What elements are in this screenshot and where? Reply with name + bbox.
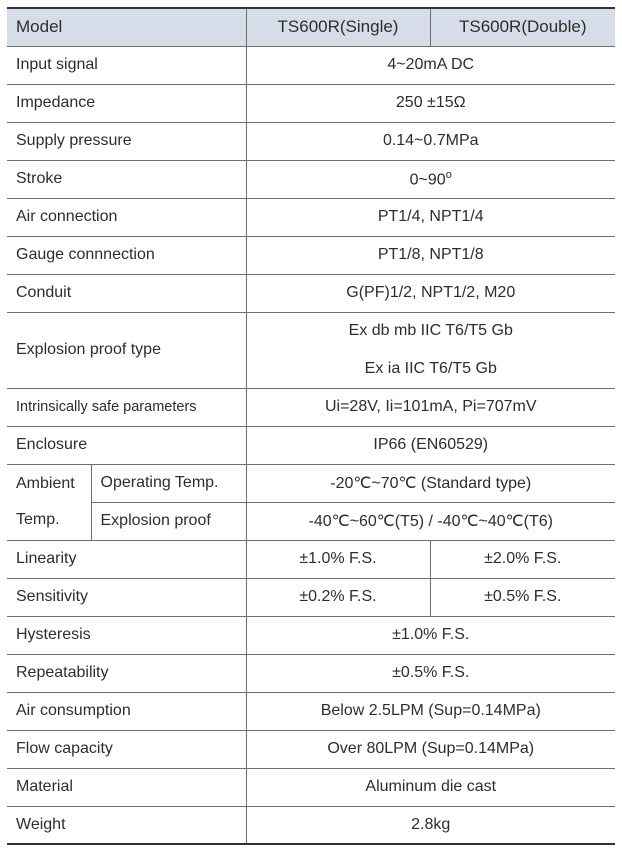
header-double: TS600R(Double) <box>430 7 615 47</box>
row-enclosure: Enclosure IP66 (EN60529) <box>7 425 615 465</box>
label-enclosure: Enclosure <box>7 425 247 465</box>
row-hysteresis: Hysteresis ±1.0% F.S. <box>7 615 615 655</box>
value-flow-capacity: Over 80LPM (Sup=0.14MPa) <box>246 729 615 769</box>
row-sensitivity: Sensitivity ±0.2% F.S. ±0.5% F.S. <box>7 577 615 617</box>
row-material: Material Aluminum die cast <box>7 767 615 807</box>
value-linearity-double: ±2.0% F.S. <box>430 539 615 579</box>
label-ambient-line2: Temp. <box>16 511 60 528</box>
label-conduit: Conduit <box>7 273 247 313</box>
stroke-value-text: 0~90 <box>409 171 446 189</box>
row-ambient-explosion: Explosion proof -40℃~60℃(T5) / -40℃~40℃(… <box>7 501 615 541</box>
label-linearity: Linearity <box>7 539 247 579</box>
row-air-connection: Air connection PT1/4, NPT1/4 <box>7 197 615 237</box>
label-supply-pressure: Supply pressure <box>7 121 247 161</box>
value-sensitivity-single: ±0.2% F.S. <box>246 577 431 617</box>
spec-table: Model TS600R(Single) TS600R(Double) Inpu… <box>7 7 615 845</box>
label-intrinsic: Intrinsically safe parameters <box>7 387 247 427</box>
row-impedance: Impedance 250 ±15Ω <box>7 83 615 123</box>
value-stroke: 0~90o <box>246 159 615 199</box>
value-enclosure: IP66 (EN60529) <box>246 425 615 465</box>
label-explosion-temp: Explosion proof <box>91 501 247 541</box>
label-ambient-line1: Ambient <box>16 475 75 492</box>
row-input-signal: Input signal 4~20mA DC <box>7 45 615 85</box>
label-input-signal: Input signal <box>7 45 247 85</box>
value-input-signal: 4~20mA DC <box>246 45 615 85</box>
label-weight: Weight <box>7 805 247 845</box>
value-explosion-proof-1: Ex db mb IIC T6/T5 Gb <box>246 311 615 350</box>
label-flow-capacity: Flow capacity <box>7 729 247 769</box>
value-material: Aluminum die cast <box>246 767 615 807</box>
label-sensitivity: Sensitivity <box>7 577 247 617</box>
row-air-consumption: Air consumption Below 2.5LPM (Sup=0.14MP… <box>7 691 615 731</box>
row-stroke: Stroke 0~90o <box>7 159 615 199</box>
value-linearity-single: ±1.0% F.S. <box>246 539 431 579</box>
label-ambient: Ambient Temp. <box>7 463 92 541</box>
row-repeatability: Repeatability ±0.5% F.S. <box>7 653 615 693</box>
label-explosion-proof: Explosion proof type <box>7 311 247 389</box>
label-stroke: Stroke <box>7 159 247 199</box>
degree-superscript: o <box>445 168 452 181</box>
label-operating-temp: Operating Temp. <box>91 463 247 503</box>
value-intrinsic: Ui=28V, Ii=101mA, Pi=707mV <box>246 387 615 427</box>
label-hysteresis: Hysteresis <box>7 615 247 655</box>
value-explosion-proof-2: Ex ia IIC T6/T5 Gb <box>246 350 615 389</box>
value-sensitivity-double: ±0.5% F.S. <box>430 577 615 617</box>
label-impedance: Impedance <box>7 83 247 123</box>
spec-table-container: Model TS600R(Single) TS600R(Double) Inpu… <box>7 7 615 845</box>
row-flow-capacity: Flow capacity Over 80LPM (Sup=0.14MPa) <box>7 729 615 769</box>
value-weight: 2.8kg <box>246 805 615 845</box>
row-explosion-proof-1: Explosion proof type Ex db mb IIC T6/T5 … <box>7 311 615 389</box>
value-air-connection: PT1/4, NPT1/4 <box>246 197 615 237</box>
row-linearity: Linearity ±1.0% F.S. ±2.0% F.S. <box>7 539 615 579</box>
value-air-consumption: Below 2.5LPM (Sup=0.14MPa) <box>246 691 615 731</box>
header-row: Model TS600R(Single) TS600R(Double) <box>7 7 615 47</box>
value-explosion-temp: -40℃~60℃(T5) / -40℃~40℃(T6) <box>246 501 615 541</box>
label-repeatability: Repeatability <box>7 653 247 693</box>
value-conduit: G(PF)1/2, NPT1/2, M20 <box>246 273 615 313</box>
header-single: TS600R(Single) <box>246 7 431 47</box>
value-operating-temp: -20℃~70℃ (Standard type) <box>246 463 615 503</box>
value-supply-pressure: 0.14~0.7MPa <box>246 121 615 161</box>
row-intrinsic: Intrinsically safe parameters Ui=28V, Ii… <box>7 387 615 427</box>
value-hysteresis: ±1.0% F.S. <box>246 615 615 655</box>
row-ambient-operating: Ambient Temp. Operating Temp. -20℃~70℃ (S… <box>7 463 615 541</box>
row-conduit: Conduit G(PF)1/2, NPT1/2, M20 <box>7 273 615 313</box>
value-gauge-connection: PT1/8, NPT1/8 <box>246 235 615 275</box>
row-gauge-connection: Gauge connnection PT1/8, NPT1/8 <box>7 235 615 275</box>
row-explosion-proof-2: Ex ia IIC T6/T5 Gb <box>7 350 615 389</box>
header-model: Model <box>7 7 247 47</box>
row-weight: Weight 2.8kg <box>7 805 615 845</box>
label-gauge-connection: Gauge connnection <box>7 235 247 275</box>
value-impedance: 250 ±15Ω <box>246 83 615 123</box>
label-air-connection: Air connection <box>7 197 247 237</box>
label-air-consumption: Air consumption <box>7 691 247 731</box>
row-supply-pressure: Supply pressure 0.14~0.7MPa <box>7 121 615 161</box>
value-repeatability: ±0.5% F.S. <box>246 653 615 693</box>
label-material: Material <box>7 767 247 807</box>
